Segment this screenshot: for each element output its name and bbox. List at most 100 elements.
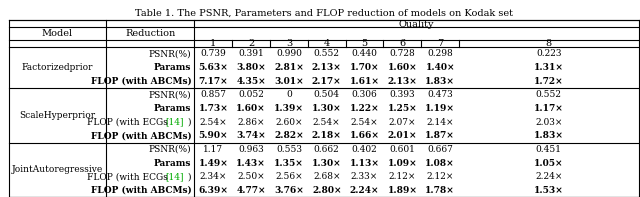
- Text: 1.09×: 1.09×: [388, 159, 417, 168]
- Text: FLOP (with ECGs: FLOP (with ECGs: [88, 172, 171, 181]
- Text: ): ): [188, 172, 191, 181]
- Text: 2.12×: 2.12×: [388, 172, 416, 181]
- Text: 2.80×: 2.80×: [312, 186, 342, 195]
- Text: 1.31×: 1.31×: [534, 63, 564, 72]
- Text: 2.03×: 2.03×: [535, 118, 563, 127]
- Text: PSNR(%): PSNR(%): [148, 49, 191, 59]
- Text: 4.35×: 4.35×: [236, 77, 266, 86]
- Text: 3: 3: [286, 39, 292, 48]
- Text: 1.30×: 1.30×: [312, 159, 342, 168]
- Text: 1.60×: 1.60×: [236, 104, 266, 113]
- Text: 2.24×: 2.24×: [535, 172, 563, 181]
- Text: 0.667: 0.667: [428, 145, 453, 154]
- Text: Params: Params: [154, 63, 191, 72]
- Text: 0.473: 0.473: [428, 90, 453, 99]
- Text: 0.857: 0.857: [200, 90, 227, 99]
- Text: 0.223: 0.223: [536, 49, 561, 59]
- Text: [14]: [14]: [165, 118, 184, 127]
- Text: 1.61×: 1.61×: [349, 77, 380, 86]
- Text: 2.50×: 2.50×: [237, 172, 265, 181]
- Text: 1.72×: 1.72×: [534, 77, 564, 86]
- Text: 6.39×: 6.39×: [198, 186, 228, 195]
- Text: ): ): [188, 118, 191, 127]
- Text: 6: 6: [399, 39, 405, 48]
- Text: 1.83×: 1.83×: [534, 131, 564, 140]
- Text: FLOP (with ABCMs): FLOP (with ABCMs): [90, 186, 191, 195]
- Text: 0.391: 0.391: [238, 49, 264, 59]
- Text: 1.08×: 1.08×: [426, 159, 455, 168]
- Text: 0.662: 0.662: [314, 145, 340, 154]
- Text: 0.963: 0.963: [238, 145, 264, 154]
- Text: 2.07×: 2.07×: [388, 118, 416, 127]
- Text: Quality: Quality: [399, 20, 435, 29]
- Text: 1.05×: 1.05×: [534, 159, 564, 168]
- Text: 1.43×: 1.43×: [236, 159, 266, 168]
- Text: FLOP (with ABCMs): FLOP (with ABCMs): [90, 131, 191, 140]
- Text: 2.24×: 2.24×: [350, 186, 380, 195]
- Text: 0.440: 0.440: [351, 49, 378, 59]
- Text: 1.17: 1.17: [204, 145, 223, 154]
- Text: 0.728: 0.728: [390, 49, 415, 59]
- Text: PSNR(%): PSNR(%): [148, 90, 191, 99]
- Text: 1.39×: 1.39×: [274, 104, 304, 113]
- Text: 1.70×: 1.70×: [350, 63, 380, 72]
- Text: 0.451: 0.451: [536, 145, 562, 154]
- Text: 1.35×: 1.35×: [274, 159, 304, 168]
- Text: 2.33×: 2.33×: [351, 172, 378, 181]
- Text: 1.17×: 1.17×: [534, 104, 564, 113]
- Text: 1.60×: 1.60×: [388, 63, 417, 72]
- Text: 5: 5: [362, 39, 367, 48]
- Text: 2.12×: 2.12×: [426, 172, 454, 181]
- Text: 3.80×: 3.80×: [236, 63, 266, 72]
- Text: 2.54×: 2.54×: [313, 118, 340, 127]
- Text: 0.990: 0.990: [276, 49, 302, 59]
- Text: 1.73×: 1.73×: [198, 104, 228, 113]
- Text: FLOP (with ABCMs): FLOP (with ABCMs): [90, 77, 191, 86]
- Text: 3.01×: 3.01×: [274, 77, 304, 86]
- Text: 4.77×: 4.77×: [236, 186, 266, 195]
- Text: Table 1. The PSNR, Parameters and FLOP reduction of models on Kodak set: Table 1. The PSNR, Parameters and FLOP r…: [134, 9, 513, 18]
- Text: 0.504: 0.504: [314, 90, 340, 99]
- Text: 1.53×: 1.53×: [534, 186, 564, 195]
- Text: 2.54×: 2.54×: [200, 118, 227, 127]
- Text: 1.40×: 1.40×: [426, 63, 455, 72]
- Text: 3.74×: 3.74×: [236, 131, 266, 140]
- Text: 2.14×: 2.14×: [426, 118, 454, 127]
- Text: 0.552: 0.552: [536, 90, 562, 99]
- Text: 1.22×: 1.22×: [349, 104, 380, 113]
- Text: 2.13×: 2.13×: [312, 63, 342, 72]
- Text: JointAutoregressive: JointAutoregressive: [12, 165, 103, 175]
- Text: 0: 0: [286, 90, 292, 99]
- Text: 0.306: 0.306: [351, 90, 378, 99]
- Text: 1.87×: 1.87×: [425, 131, 455, 140]
- Text: 5.90×: 5.90×: [198, 131, 228, 140]
- Text: Factorizedprior: Factorizedprior: [22, 63, 93, 72]
- Text: 1.30×: 1.30×: [312, 104, 342, 113]
- Text: 7: 7: [437, 39, 444, 48]
- Text: Model: Model: [42, 29, 73, 38]
- Text: ScaleHyperprior: ScaleHyperprior: [19, 111, 95, 120]
- Text: 2.86×: 2.86×: [237, 118, 265, 127]
- Text: 0.402: 0.402: [351, 145, 378, 154]
- Text: 1.19×: 1.19×: [425, 104, 455, 113]
- Text: 0.553: 0.553: [276, 145, 302, 154]
- Text: 0.298: 0.298: [428, 49, 453, 59]
- Text: 2.82×: 2.82×: [274, 131, 304, 140]
- Text: 2.56×: 2.56×: [275, 172, 303, 181]
- Text: 1.83×: 1.83×: [425, 77, 455, 86]
- Text: 0.601: 0.601: [389, 145, 415, 154]
- Text: 2.60×: 2.60×: [275, 118, 303, 127]
- Text: Params: Params: [154, 104, 191, 113]
- Text: 1.78×: 1.78×: [425, 186, 455, 195]
- Text: 7.17×: 7.17×: [198, 77, 228, 86]
- Text: [14]: [14]: [165, 172, 184, 181]
- Text: 2.13×: 2.13×: [387, 77, 417, 86]
- Text: 4: 4: [324, 39, 330, 48]
- Text: 2.54×: 2.54×: [351, 118, 378, 127]
- Text: 2.17×: 2.17×: [312, 77, 342, 86]
- Text: FLOP (with ECGs: FLOP (with ECGs: [88, 118, 171, 127]
- Text: 2.68×: 2.68×: [313, 172, 340, 181]
- Text: 2.01×: 2.01×: [388, 131, 417, 140]
- Text: 1: 1: [210, 39, 216, 48]
- Text: Reduction: Reduction: [125, 29, 175, 38]
